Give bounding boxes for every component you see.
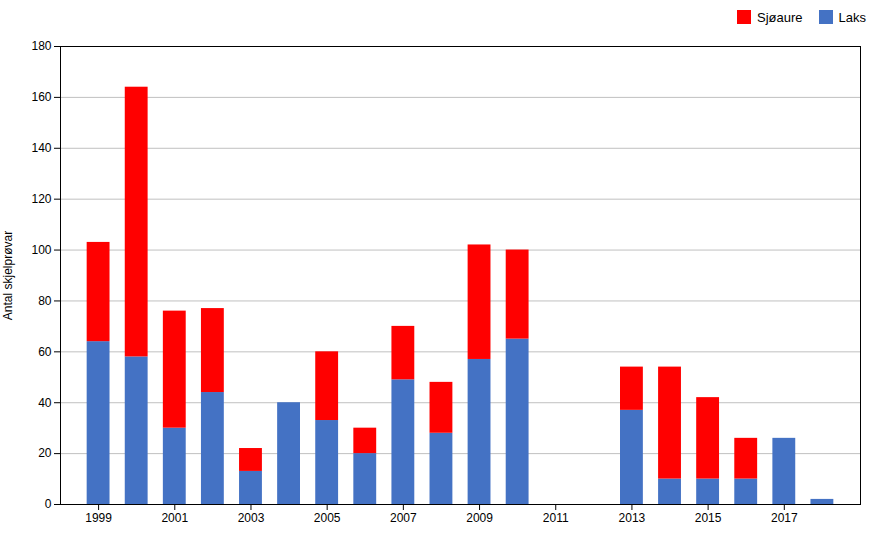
html-text:Laks: Laks xyxy=(838,9,866,25)
svg-text:2013: 2013 xyxy=(619,511,646,525)
svg-text:2017: 2017 xyxy=(771,511,798,525)
svg-text:120: 120 xyxy=(31,192,51,206)
svg-text:100: 100 xyxy=(31,243,51,257)
svg-text:20: 20 xyxy=(38,446,52,460)
svg-text:2015: 2015 xyxy=(695,511,722,525)
svg-text:2005: 2005 xyxy=(314,511,341,525)
svg-text:2011: 2011 xyxy=(543,511,569,525)
svg-text:40: 40 xyxy=(38,396,52,410)
svg-text:80: 80 xyxy=(38,294,52,308)
svg-text:0: 0 xyxy=(45,497,52,511)
svg-text:Antal skjelprøvar: Antal skjelprøvar xyxy=(1,231,15,320)
svg-text:2001: 2001 xyxy=(161,511,188,525)
svg-text:2009: 2009 xyxy=(466,511,493,525)
svg-text:180: 180 xyxy=(31,39,51,53)
svg-text:140: 140 xyxy=(31,141,51,155)
svg-text:1999: 1999 xyxy=(85,511,112,525)
svg-text:160: 160 xyxy=(31,90,51,104)
svg-text:60: 60 xyxy=(38,345,52,359)
svg-text:2003: 2003 xyxy=(238,511,265,525)
svg-text:2007: 2007 xyxy=(390,511,417,525)
html-text:Sjøaure: Sjøaure xyxy=(757,9,803,25)
